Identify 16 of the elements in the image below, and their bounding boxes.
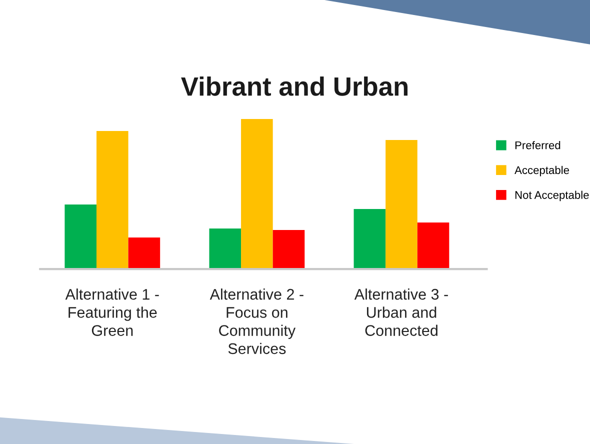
x-tick-label: Alternative 1 - Featuring the Green	[65, 288, 159, 336]
chart-title: Vibrant and Urban	[181, 76, 408, 96]
bar	[272, 230, 305, 270]
bar	[96, 131, 128, 270]
x-tick-label: Alternative 2 - Focus on Community Services	[210, 288, 304, 354]
legend-label: Preferred	[515, 141, 560, 150]
legend-label: Not Acceptable	[515, 190, 589, 202]
bar	[209, 228, 242, 270]
legend-label: Acceptable	[514, 166, 570, 176]
bar	[64, 204, 96, 270]
bar	[128, 238, 160, 270]
bar	[354, 209, 386, 270]
x-tick-label: Alternative 3 - Urban and Connected	[354, 288, 448, 336]
bar	[386, 140, 418, 270]
bar	[241, 118, 273, 270]
bar	[417, 222, 450, 270]
